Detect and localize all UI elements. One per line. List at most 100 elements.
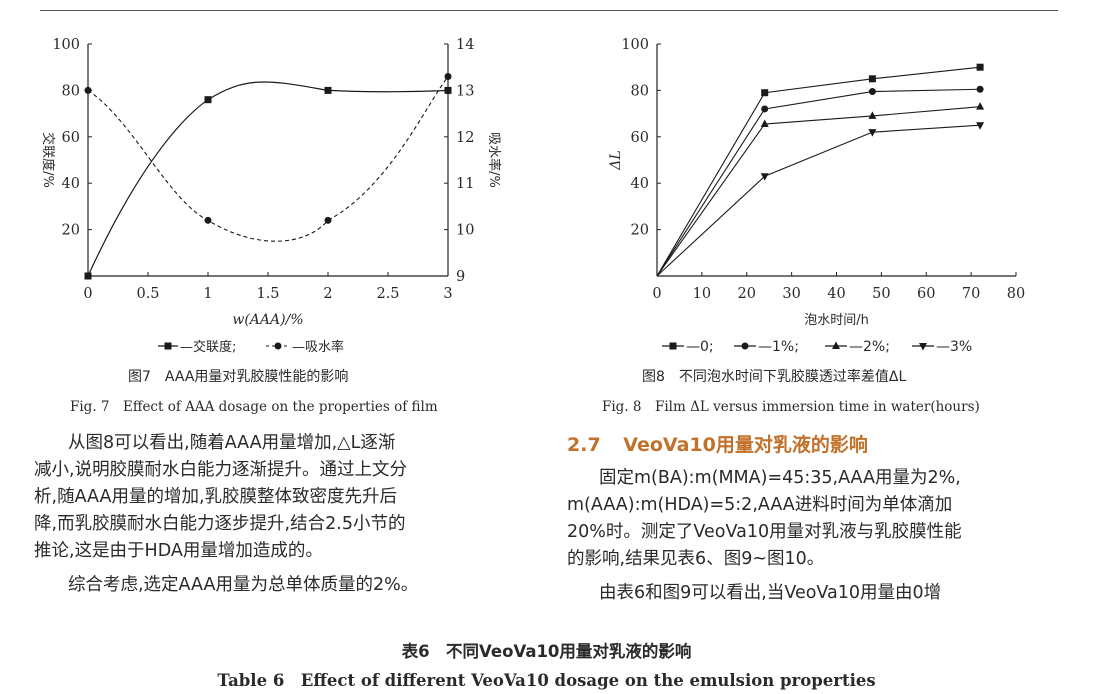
fig7-y-tick-label: 80 xyxy=(62,83,80,99)
fig8-y-tick-label: 100 xyxy=(621,37,649,53)
fig8-series-line xyxy=(656,124,981,277)
fig7-legend-label-water: —吸水率 xyxy=(292,339,344,355)
fig7-series-crosslink xyxy=(87,81,449,277)
fig8-x-tick-label: 10 xyxy=(693,286,711,302)
fig8-legend-marker xyxy=(669,342,677,350)
section-number: 2.7 xyxy=(567,434,601,456)
fig8-series-point xyxy=(976,102,985,110)
fig8-caption-cn: 图8 不同泡水时间下乳胶膜透过率差值ΔL xyxy=(642,369,907,385)
fig7-x-tick-label: 2.5 xyxy=(376,286,399,302)
fig7-point-crosslink xyxy=(444,86,452,94)
fig7-y2-axis-label: 吸水率/% xyxy=(486,132,502,188)
fig8-legend-marker xyxy=(832,341,840,349)
fig7-point-crosslink xyxy=(204,96,212,104)
fig8-series-line xyxy=(656,106,981,277)
fig7-point-crosslink xyxy=(84,272,92,280)
fig8-x-tick-label: 30 xyxy=(782,286,800,302)
left-line: 析,随AAA用量的增加,乳胶膜整体致密度先升后 xyxy=(34,487,398,507)
fig7-caption-en: Fig. 7 Effect of AAA dosage on the prope… xyxy=(70,399,438,415)
fig8-x-tick-label: 0 xyxy=(652,286,661,302)
fig8-x-axis-label: 泡水时间/h xyxy=(804,313,869,328)
fig7-x-tick-label: 3 xyxy=(443,286,452,302)
fig8-legend-label: —0; xyxy=(686,339,714,355)
fig7-x-tick-label: 2 xyxy=(323,286,332,302)
fig7-y-tick-label: 60 xyxy=(62,130,80,146)
fig8-legend-marker xyxy=(741,342,749,350)
fig7-point-crosslink xyxy=(324,86,332,94)
fig8-y-tick-label: 80 xyxy=(631,83,649,99)
fig7-point-water-absorption xyxy=(444,72,452,80)
fig8-series-point xyxy=(976,85,984,93)
left-line: 从图8可以看出,随着AAA用量增加,△L逐渐 xyxy=(68,433,396,453)
fig7-y-tick-label: 40 xyxy=(62,176,80,192)
fig7-x-axis-label: w(AAA)/% xyxy=(232,312,303,328)
fig7-point-water-absorption xyxy=(324,216,332,224)
fig8-series-point xyxy=(761,89,769,97)
fig8-y-axis-label: ΔL xyxy=(608,150,624,170)
fig8-series-point xyxy=(760,119,769,128)
fig7-x-tick-label: 0 xyxy=(83,286,92,302)
fig7-y2-tick-label: 12 xyxy=(456,130,474,146)
fig8-legend-label: —3% xyxy=(936,339,972,355)
fig8-series-point xyxy=(976,63,984,71)
left-line: 推论,这是由于HDA用量增加造成的。 xyxy=(34,541,323,561)
right-line: 固定m(BA):m(MMA)=45:35,AAA用量为2%, xyxy=(599,468,961,488)
fig8-y-tick-label: 20 xyxy=(631,223,649,239)
fig7-y-tick-label: 100 xyxy=(52,37,80,53)
fig8-series-point xyxy=(760,173,769,181)
fig8-legend-marker xyxy=(919,343,927,351)
fig7-y-tick-label: 20 xyxy=(62,223,80,239)
fig8-x-tick-label: 20 xyxy=(738,286,756,302)
section-heading: 2.7 VeoVa10用量对乳液的影响 xyxy=(567,430,868,457)
fig8-caption-en: Fig. 8 Film ΔL versus immersion time in … xyxy=(602,399,980,415)
fig8-series-line xyxy=(656,66,981,277)
left-line: 降,而乳胶膜耐水白能力逐步提升,结合2.5小节的 xyxy=(34,514,406,534)
fig8-x-tick-label: 70 xyxy=(962,286,980,302)
fig7-x-tick-label: 0.5 xyxy=(136,286,159,302)
left-line: 减小,说明胶膜耐水白能力逐渐提升。通过上文分 xyxy=(34,460,408,480)
fig8-series-point xyxy=(868,111,877,119)
fig8-x-tick-label: 50 xyxy=(872,286,890,302)
fig7-y2-tick-label: 13 xyxy=(456,83,474,99)
right-line: m(AAA):m(HDA)=5:2,AAA进料时间为单体滴加 xyxy=(567,495,953,515)
fig8-series-point xyxy=(761,105,769,113)
fig7-y2-tick-label: 14 xyxy=(456,37,474,53)
right-body-text: 固定m(BA):m(MMA)=45:35,AAA用量为2%, m(AAA):m(… xyxy=(567,465,962,607)
fig8-legend-label: —2%; xyxy=(849,339,890,355)
fig7-y2-tick-label: 10 xyxy=(456,223,474,239)
fig7-point-water-absorption xyxy=(204,216,212,224)
table-caption-cn: 表6 不同VeoVa10用量对乳液的影响 xyxy=(401,642,692,661)
left-line: 综合考虑,选定AAA用量为总单体质量的2%。 xyxy=(68,575,419,595)
fig8-series-point xyxy=(868,88,876,96)
fig8-y-tick-label: 60 xyxy=(631,130,649,146)
fig8-series-point xyxy=(868,75,876,83)
fig8-series-point xyxy=(976,122,985,130)
fig8-y-tick-label: 40 xyxy=(631,176,649,192)
fig8-series-point xyxy=(868,129,877,137)
right-line: 20%时。测定了VeoVa10用量对乳液与乳胶膜性能 xyxy=(567,522,962,542)
fig8-x-tick-label: 40 xyxy=(827,286,845,302)
fig7-y-axis-label: 交联度/% xyxy=(40,132,56,188)
section-title: VeoVa10用量对乳液的影响 xyxy=(623,434,868,456)
fig7-caption-cn: 图7 AAA用量对乳胶膜性能的影响 xyxy=(128,369,349,385)
fig8-legend-label: —1%; xyxy=(758,339,799,355)
fig7-x-tick-label: 1.5 xyxy=(256,286,279,302)
fig7-y2-tick-label: 11 xyxy=(456,176,474,192)
top-rule xyxy=(40,10,1058,11)
table-caption-en: Table 6 Effect of different VeoVa10 dosa… xyxy=(217,671,876,690)
fig7-series-water-absorption xyxy=(87,76,449,242)
fig7-point-water-absorption xyxy=(84,86,92,94)
fig7-y2-tick-label: 9 xyxy=(456,269,465,285)
fig7-x-tick-label: 1 xyxy=(203,286,212,302)
right-line: 由表6和图9可以看出,当VeoVa10用量由0增 xyxy=(599,583,942,603)
fig8-x-tick-label: 60 xyxy=(917,286,935,302)
left-body-text: 从图8可以看出,随着AAA用量增加,△L逐渐 减小,说明胶膜耐水白能力逐渐提升。… xyxy=(34,430,418,599)
fig7-legend-marker-crosslink xyxy=(164,342,172,350)
right-line: 的影响,结果见表6、图9~图10。 xyxy=(567,549,825,569)
fig8-x-tick-label: 80 xyxy=(1007,286,1025,302)
fig7-legend-label-crosslink: —交联度; xyxy=(180,339,236,355)
fig8-series-line xyxy=(656,88,981,277)
fig7-legend-marker-water xyxy=(274,342,282,350)
